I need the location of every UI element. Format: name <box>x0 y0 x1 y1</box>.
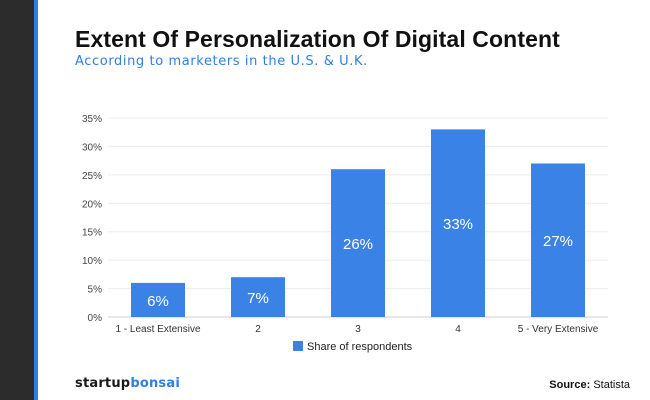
bar <box>131 282 185 317</box>
brand-logo-part2: bonsai <box>130 376 180 391</box>
bar <box>531 163 585 317</box>
y-tick-label: 0% <box>88 313 103 324</box>
bar-data-label: 33% <box>443 216 473 233</box>
x-tick-label: 2 <box>255 324 261 335</box>
y-tick-label: 15% <box>82 228 102 239</box>
legend-swatch <box>293 341 303 351</box>
source-note: Source: Statista <box>549 379 630 391</box>
y-tick-label: 25% <box>82 171 102 182</box>
x-tick-label: 3 <box>355 324 361 335</box>
bar-data-label: 26% <box>343 236 373 253</box>
bar-data-label: 6% <box>147 293 169 310</box>
bar-data-label: 7% <box>247 290 269 307</box>
x-tick-label: 1 - Least Extensive <box>115 324 200 335</box>
bar <box>231 277 285 317</box>
bar <box>331 169 385 317</box>
y-tick-label: 35% <box>82 114 102 125</box>
source-label: Source: <box>549 379 591 391</box>
chart-title: Extent Of Personalization Of Digital Con… <box>75 26 560 52</box>
y-tick-label: 30% <box>82 142 102 153</box>
bar-data-label: 27% <box>543 233 573 250</box>
chart-subtitle: According to marketers in the U.S. & U.K… <box>75 54 368 69</box>
y-tick-label: 5% <box>88 285 103 296</box>
brand-logo-part1: startup <box>75 376 131 391</box>
x-tick-label: 5 - Very Extensive <box>518 324 599 335</box>
y-tick-label: 20% <box>82 199 102 210</box>
legend-label: Share of respondents <box>307 341 413 353</box>
x-tick-label: 4 <box>455 324 461 335</box>
left-accent-stripe <box>34 0 38 400</box>
y-tick-label: 10% <box>82 256 102 267</box>
left-dark-band <box>0 0 34 400</box>
brand-logo: startupbonsai <box>75 376 180 391</box>
bar <box>431 129 485 317</box>
source-value: Statista <box>593 379 630 391</box>
